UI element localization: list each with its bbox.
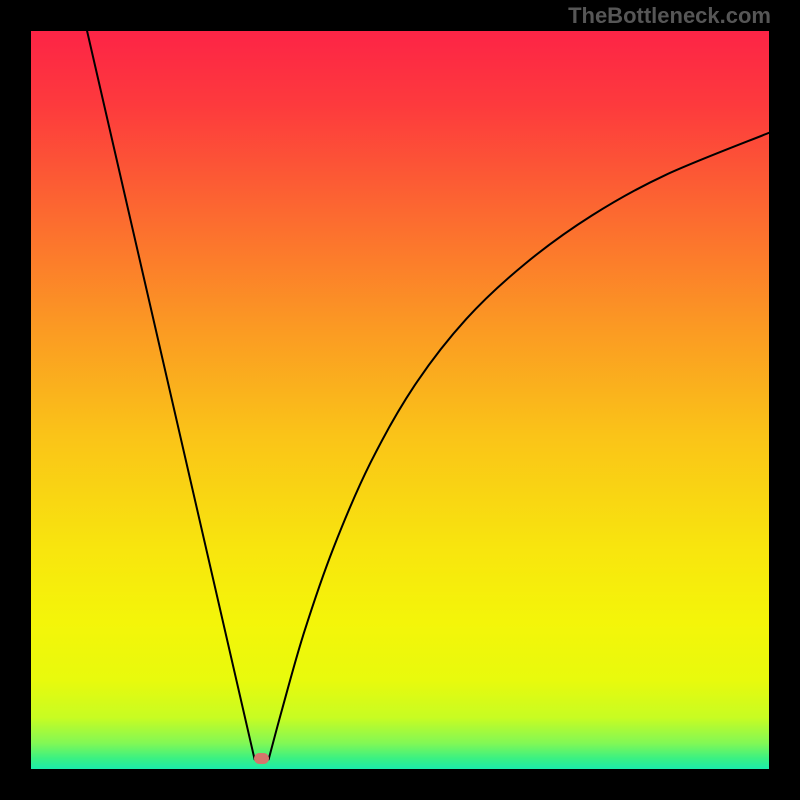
minimum-marker [254,753,269,764]
curve-left-branch [87,31,255,759]
curve-layer [31,31,769,769]
curve-right-branch [269,133,769,760]
chart-canvas: TheBottleneck.com [0,0,800,800]
plot-area [31,31,769,769]
watermark-text: TheBottleneck.com [568,3,771,29]
